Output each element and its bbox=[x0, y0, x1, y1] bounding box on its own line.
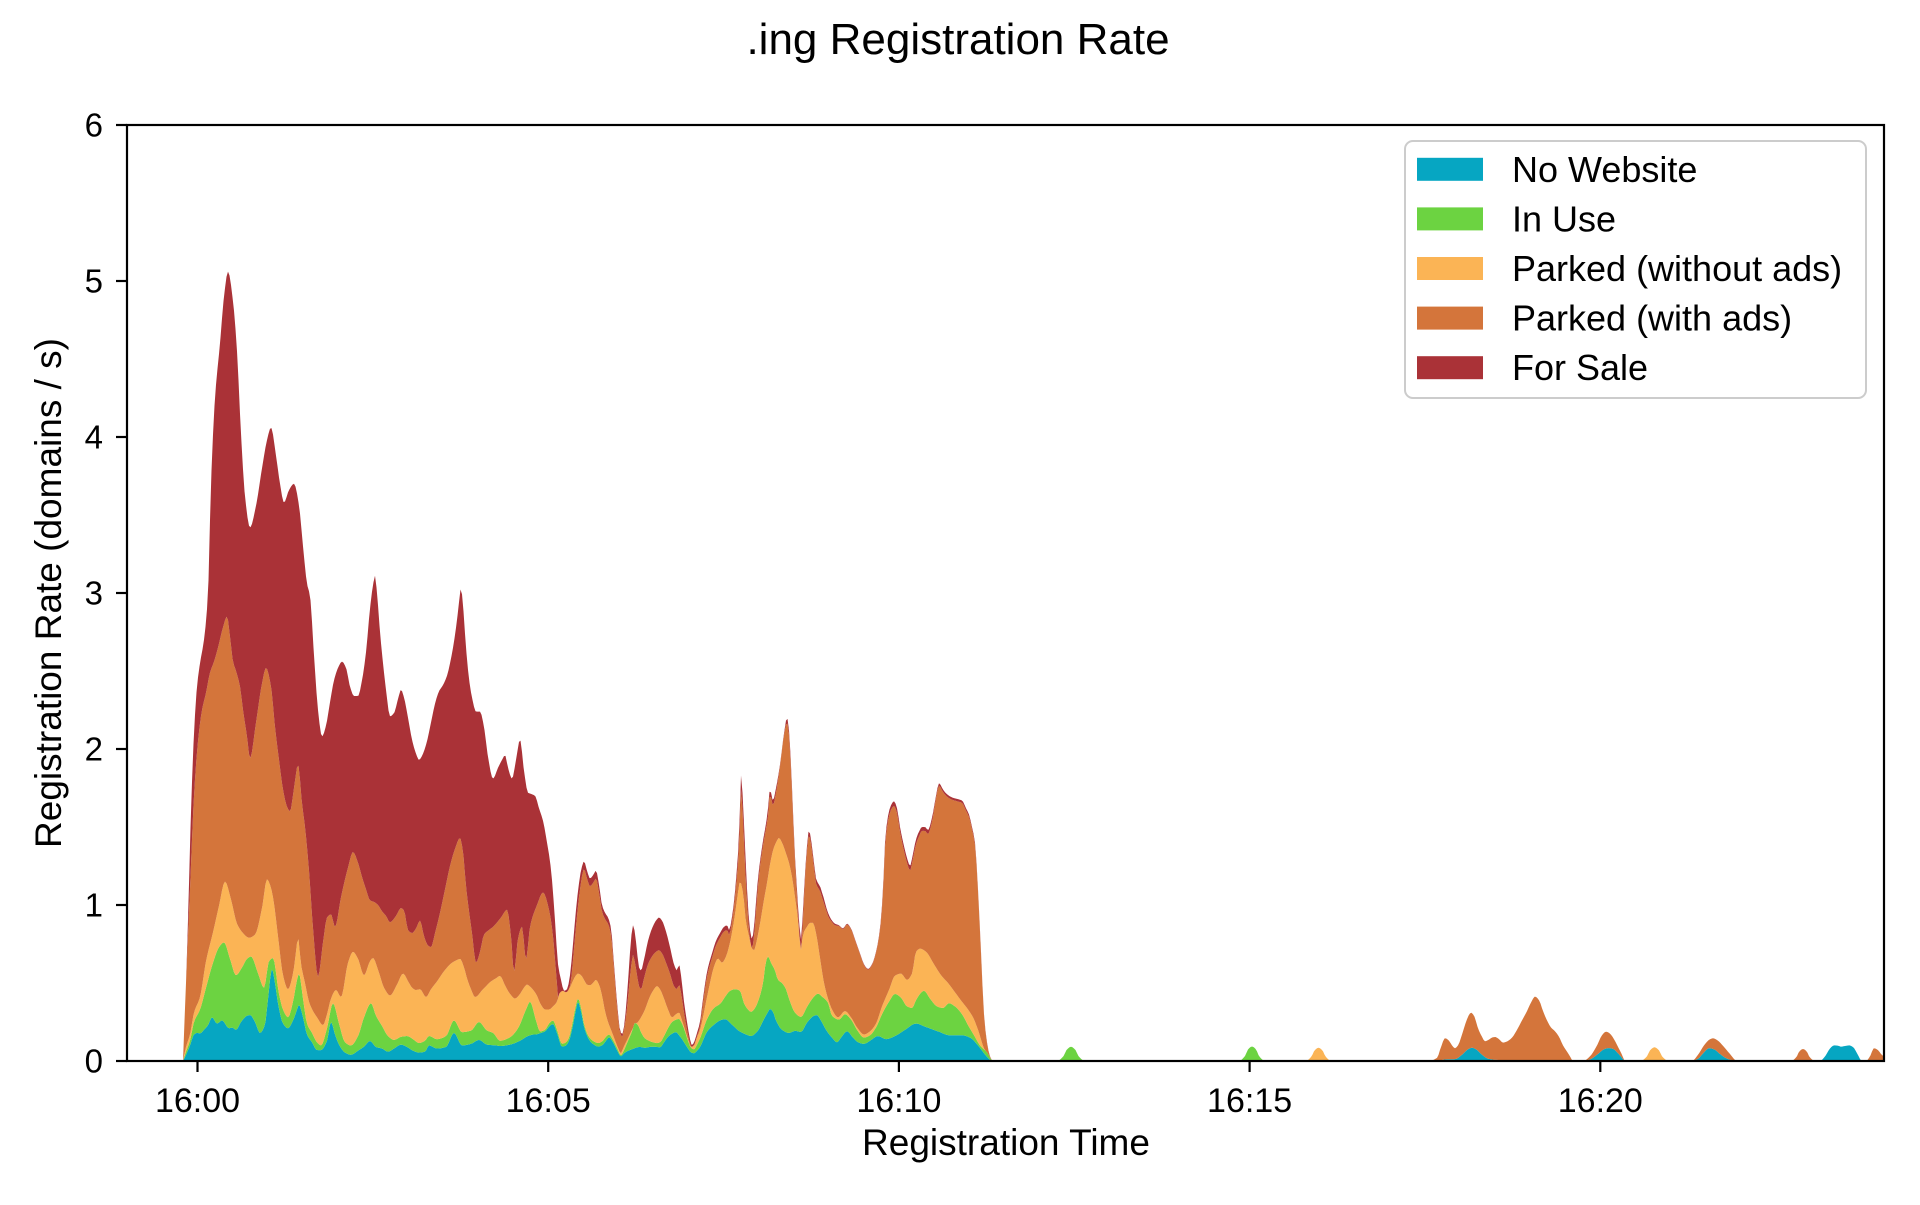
svg-text:16:05: 16:05 bbox=[506, 1082, 591, 1120]
svg-text:16:10: 16:10 bbox=[856, 1082, 941, 1120]
svg-text:Parked (with ads): Parked (with ads) bbox=[1512, 298, 1792, 339]
svg-text:.ing Registration Rate: .ing Registration Rate bbox=[746, 15, 1169, 64]
svg-text:2: 2 bbox=[85, 731, 103, 768]
svg-text:For Sale: For Sale bbox=[1512, 347, 1648, 388]
svg-text:3: 3 bbox=[85, 575, 103, 612]
svg-text:16:00: 16:00 bbox=[155, 1082, 240, 1120]
svg-text:Registration Rate (domains / s: Registration Rate (domains / s) bbox=[28, 338, 69, 848]
svg-text:16:15: 16:15 bbox=[1207, 1082, 1292, 1120]
svg-text:In Use: In Use bbox=[1512, 198, 1616, 239]
svg-text:1: 1 bbox=[85, 887, 103, 924]
svg-text:Registration Time: Registration Time bbox=[862, 1122, 1150, 1163]
svg-text:4: 4 bbox=[85, 419, 103, 456]
svg-text:5: 5 bbox=[85, 263, 103, 300]
svg-text:Parked (without ads): Parked (without ads) bbox=[1512, 248, 1842, 289]
svg-text:16:20: 16:20 bbox=[1558, 1082, 1643, 1120]
svg-text:6: 6 bbox=[85, 107, 103, 144]
svg-text:0: 0 bbox=[85, 1043, 103, 1080]
svg-text:No Website: No Website bbox=[1512, 149, 1697, 190]
